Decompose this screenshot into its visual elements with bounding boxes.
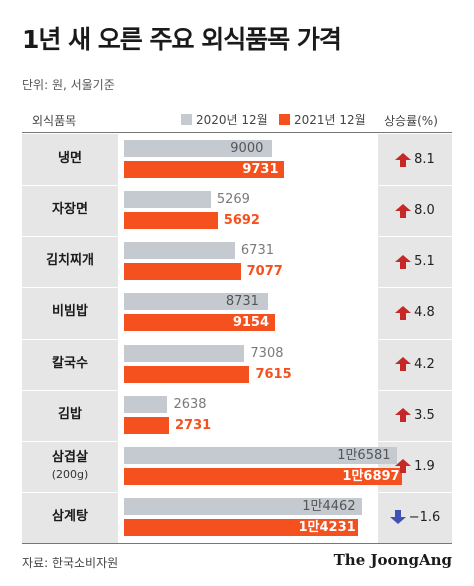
bar-y2021 xyxy=(124,518,359,536)
legend-2020: 2020년 12월 xyxy=(181,111,268,128)
bar-y2021 xyxy=(124,263,241,281)
arrow-up-icon xyxy=(395,459,412,474)
increase-indicator: 4.2 xyxy=(378,339,452,390)
legend-2020-swatch xyxy=(181,114,192,125)
footer-divider xyxy=(22,543,452,544)
arrow-up-icon xyxy=(395,408,412,423)
arrow-up-icon xyxy=(395,152,412,167)
increase-indicator: 1.9 xyxy=(378,441,452,492)
row-separator xyxy=(22,287,452,289)
bar-y2020 xyxy=(124,140,273,157)
category-label: 삼겹살 xyxy=(52,449,88,465)
value-label-y2021: 7077 xyxy=(246,264,283,280)
legend-2021: 2021년 12월 xyxy=(279,111,366,128)
legend-2021-swatch xyxy=(279,114,290,125)
bar-y2021 xyxy=(124,212,218,230)
brand-logo: The JoongAng xyxy=(333,551,452,569)
category-label: 김밥 xyxy=(58,406,82,422)
arrow-down-icon xyxy=(389,510,406,525)
bar-y2021 xyxy=(124,416,169,434)
change-value: 8.1 xyxy=(414,152,435,168)
change-value: −1.6 xyxy=(408,509,441,525)
value-label-y2020: 8731 xyxy=(225,294,259,310)
value-label-y2021: 1만4231 xyxy=(298,519,356,535)
category-label: 냉면 xyxy=(58,151,82,166)
category-label: 자장면 xyxy=(52,202,88,218)
value-label-y2021: 1만6897 xyxy=(342,468,400,484)
item-column-header: 외식품목 xyxy=(32,114,77,128)
row-separator xyxy=(22,236,452,238)
increase-indicator: 3.5 xyxy=(378,390,452,441)
change-value: 8.0 xyxy=(414,203,435,219)
bar-y2020 xyxy=(124,497,363,515)
bar-y2021 xyxy=(124,365,250,383)
source-note: 자료: 한국소비자원 xyxy=(22,556,119,570)
value-label-y2020: 1만4462 xyxy=(302,498,356,514)
bar-y2021 xyxy=(124,314,275,332)
row-separator xyxy=(22,389,452,391)
row-separator xyxy=(22,338,452,340)
unit-note: 단위: 원, 서울기준 xyxy=(22,78,115,92)
legend-2020-label: 2020년 12월 xyxy=(196,113,268,127)
arrow-up-icon xyxy=(395,254,412,269)
bar-y2020 xyxy=(124,293,268,311)
bar-y2020 xyxy=(124,344,245,362)
value-label-y2021: 5692 xyxy=(223,213,260,229)
bar-y2020 xyxy=(124,191,211,209)
bar-y2020 xyxy=(124,395,168,413)
category-label: 비빔밥 xyxy=(52,304,88,320)
category-sub-label: (200g) xyxy=(51,467,89,481)
row-separator xyxy=(22,185,452,187)
change-value: 4.2 xyxy=(414,356,435,372)
value-label-y2021: 2731 xyxy=(174,417,212,433)
increase-indicator: 8.0 xyxy=(378,185,452,236)
category-label: 김치찌개 xyxy=(46,253,94,269)
value-label-y2021: 7615 xyxy=(255,366,292,382)
change-column-header: 상승률(%) xyxy=(384,114,438,128)
chart-title: 1년 새 오른 주요 외식품목 가격 xyxy=(22,25,342,54)
row-separator xyxy=(22,491,452,493)
row-separator xyxy=(22,440,452,442)
value-label-y2021: 9154 xyxy=(232,315,270,331)
bar-y2021 xyxy=(124,161,285,178)
value-label-y2020: 9000 xyxy=(230,141,264,156)
change-value: 1.9 xyxy=(414,458,435,474)
change-value: 3.5 xyxy=(414,407,435,423)
increase-indicator: 5.1 xyxy=(378,236,452,287)
value-label-y2020: 1만6581 xyxy=(337,447,391,463)
bar-y2021 xyxy=(124,467,403,485)
header-divider xyxy=(22,132,452,133)
value-label-y2020: 7308 xyxy=(250,345,284,361)
arrow-up-icon xyxy=(395,305,412,320)
change-value: 4.8 xyxy=(414,305,435,321)
value-label-y2020: 5269 xyxy=(216,192,250,208)
arrow-up-icon xyxy=(395,203,412,218)
legend-2021-label: 2021년 12월 xyxy=(294,113,366,127)
change-value: 5.1 xyxy=(414,254,435,270)
decrease-indicator: −1.6 xyxy=(378,492,452,543)
bar-y2020 xyxy=(124,242,235,260)
increase-indicator: 4.8 xyxy=(378,287,452,338)
category-label: 칼국수 xyxy=(52,355,88,371)
value-label-y2021: 9731 xyxy=(242,162,279,177)
category-label: 삼계탕 xyxy=(52,508,88,524)
value-label-y2020: 6731 xyxy=(240,243,274,259)
bar-y2020 xyxy=(124,446,398,464)
arrow-up-icon xyxy=(395,357,412,372)
value-label-y2020: 2638 xyxy=(173,396,207,412)
increase-indicator: 8.1 xyxy=(378,134,452,185)
